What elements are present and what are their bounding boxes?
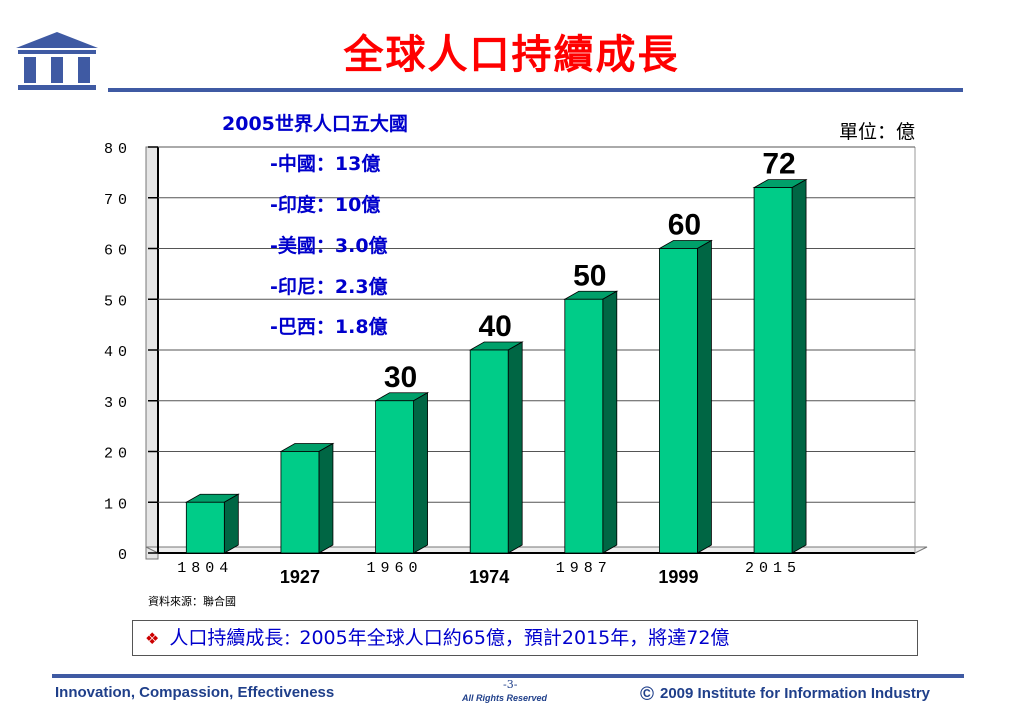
- bar: [659, 248, 698, 554]
- bar-side: [602, 290, 618, 554]
- bar: [375, 400, 414, 554]
- rights-notice: All Rights Reserved: [462, 693, 548, 703]
- annotation-heading: 2005世界人口五大國: [222, 112, 408, 135]
- annotation-line: -印尼：2.3億: [270, 275, 388, 298]
- bar: [185, 501, 225, 554]
- chart-back-wall: [145, 146, 159, 560]
- chart-bars: [184, 178, 808, 554]
- institute-logo-icon: [16, 32, 98, 90]
- bar: [753, 187, 793, 554]
- data-label: 50: [573, 259, 606, 292]
- y-tick-label: 80: [104, 141, 132, 158]
- callout-separator: ：: [283, 629, 300, 648]
- x-tick-label: 1974: [469, 567, 509, 587]
- y-tick-label: 70: [104, 192, 132, 209]
- data-label: 40: [479, 310, 512, 343]
- y-tick-label: 20: [104, 446, 132, 463]
- bar-side: [697, 239, 712, 554]
- y-tick-label: 50: [104, 293, 132, 310]
- bar-side: [791, 178, 807, 554]
- footer-copyright: © 2009 Institute for Information Industry: [640, 684, 930, 706]
- annotation-line: -印度：10億: [270, 193, 380, 216]
- bar: [280, 451, 320, 554]
- population-bar-chart: 0 10 20 30 40 50 60 70 80 1804 1927 1960 1974 1987 19…: [104, 112, 928, 587]
- annotation-line: -美國：3.0億: [270, 234, 388, 257]
- diamond-bullet-icon: ❖: [145, 629, 160, 648]
- data-label: 60: [668, 209, 701, 242]
- annotation-line: -巴西：1.8億: [270, 315, 388, 338]
- data-source-note: 資料來源：聯合國: [148, 595, 236, 608]
- copyright-text: 2009 Institute for Information Industry: [660, 685, 931, 702]
- y-tick-label: 30: [104, 395, 132, 412]
- title-divider: [108, 88, 963, 92]
- y-tick-label: 0: [118, 547, 132, 564]
- x-tick-label: 2015: [745, 560, 801, 577]
- chart-floor: [145, 146, 928, 560]
- bar-side: [223, 493, 239, 554]
- footer-divider: [52, 674, 964, 678]
- data-label: 72: [762, 148, 795, 181]
- bar: [469, 349, 509, 554]
- callout-lead: 人口持續成長: [169, 627, 284, 649]
- x-axis-labels: 1804 1927 1960 1974 1987 1999 2015: [177, 560, 801, 587]
- annotation-line: -中國：13億: [270, 152, 380, 175]
- page-number: -3-: [503, 678, 518, 691]
- y-axis-ticks: 0 10 20 30 40 50 60 70 80: [104, 141, 158, 564]
- x-tick-label: 1927: [280, 567, 320, 587]
- summary-callout-box: ❖ 人口持續成長：2005年全球人口約65億，預計2015年，將達72億: [132, 620, 918, 656]
- bar-side: [507, 341, 523, 554]
- bar-side: [318, 442, 334, 554]
- bar-side: [413, 392, 428, 554]
- data-label: 30: [384, 361, 417, 394]
- footer-motto: Innovation, Compassion, Effectiveness: [55, 684, 335, 701]
- data-labels: 30 40 50 60 72: [384, 148, 796, 394]
- x-tick-label: 1999: [658, 567, 698, 587]
- unit-label: 單位：億: [839, 121, 915, 143]
- bar: [564, 298, 604, 554]
- x-tick-label: 1960: [367, 560, 423, 577]
- slide-title: 全球人口持續成長: [343, 32, 680, 78]
- x-tick-label: 1987: [556, 560, 612, 577]
- y-tick-label: 40: [104, 344, 132, 361]
- x-tick-label: 1804: [177, 560, 233, 577]
- copyright-icon: ©: [640, 684, 654, 705]
- y-tick-label: 10: [104, 496, 132, 513]
- y-tick-label: 60: [104, 243, 132, 260]
- callout-text: 2005年全球人口約65億，預計2015年，將達72億: [299, 627, 730, 649]
